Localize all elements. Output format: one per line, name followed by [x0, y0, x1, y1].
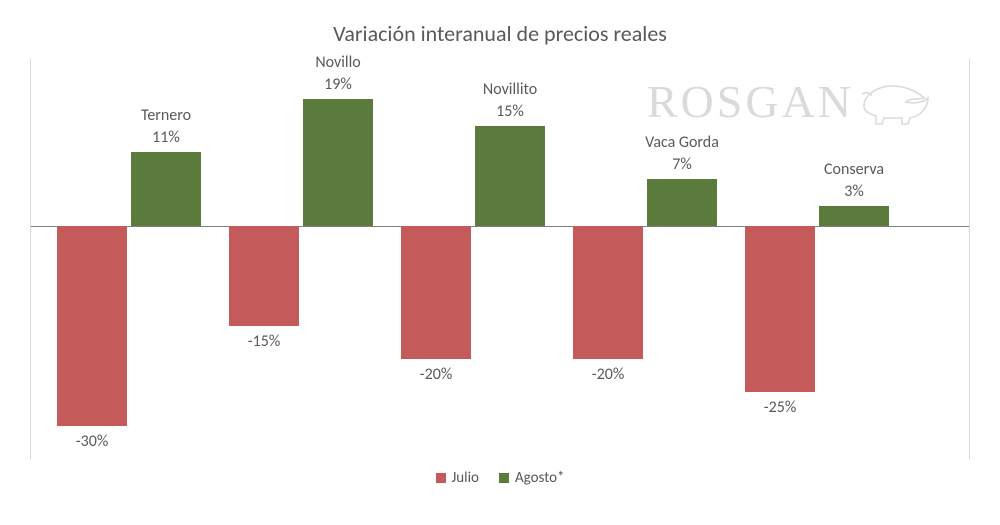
- bar-label: 11%: [131, 128, 201, 147]
- chart-baseline: [31, 226, 969, 227]
- bar-agosto-3: [647, 179, 717, 226]
- chart-container: Variación interanual de precios reales R…: [30, 20, 970, 500]
- chart-plot-area: -30%Ternero11%-15%Novillo19%-20%Novillit…: [30, 59, 970, 459]
- category-label: Vaca Gorda: [617, 133, 747, 152]
- legend-item: Agosto*: [499, 469, 565, 487]
- bar-label: -25%: [745, 398, 815, 417]
- bar-julio-1: [229, 226, 299, 326]
- bar-label: 15%: [475, 102, 545, 121]
- bar-label: 3%: [819, 182, 889, 201]
- category-label: Novillo: [273, 53, 403, 72]
- bar-julio-3: [573, 226, 643, 359]
- bar-label: -30%: [57, 432, 127, 451]
- bar-agosto-1: [303, 99, 373, 226]
- bar-label: -20%: [401, 365, 471, 384]
- bar-label: -20%: [573, 365, 643, 384]
- legend-swatch: [436, 473, 446, 483]
- bar-label: 19%: [303, 75, 373, 94]
- legend-swatch: [499, 473, 509, 483]
- category-label: Conserva: [789, 160, 919, 179]
- bar-label: 7%: [647, 155, 717, 174]
- category-label: Ternero: [101, 106, 231, 125]
- category-label: Novillito: [445, 80, 575, 99]
- bar-julio-2: [401, 226, 471, 359]
- legend-item: Julio: [436, 469, 479, 487]
- bar-label: -15%: [229, 332, 299, 351]
- bar-julio-0: [57, 226, 127, 426]
- legend-label: Agosto*: [515, 469, 565, 487]
- bar-agosto-0: [131, 152, 201, 225]
- legend-label: Julio: [452, 469, 479, 487]
- bar-agosto-4: [819, 206, 889, 226]
- bar-julio-4: [745, 226, 815, 393]
- chart-title: Variación interanual de precios reales: [30, 20, 970, 47]
- chart-legend: Julio Agosto*: [30, 469, 970, 488]
- bar-agosto-2: [475, 126, 545, 226]
